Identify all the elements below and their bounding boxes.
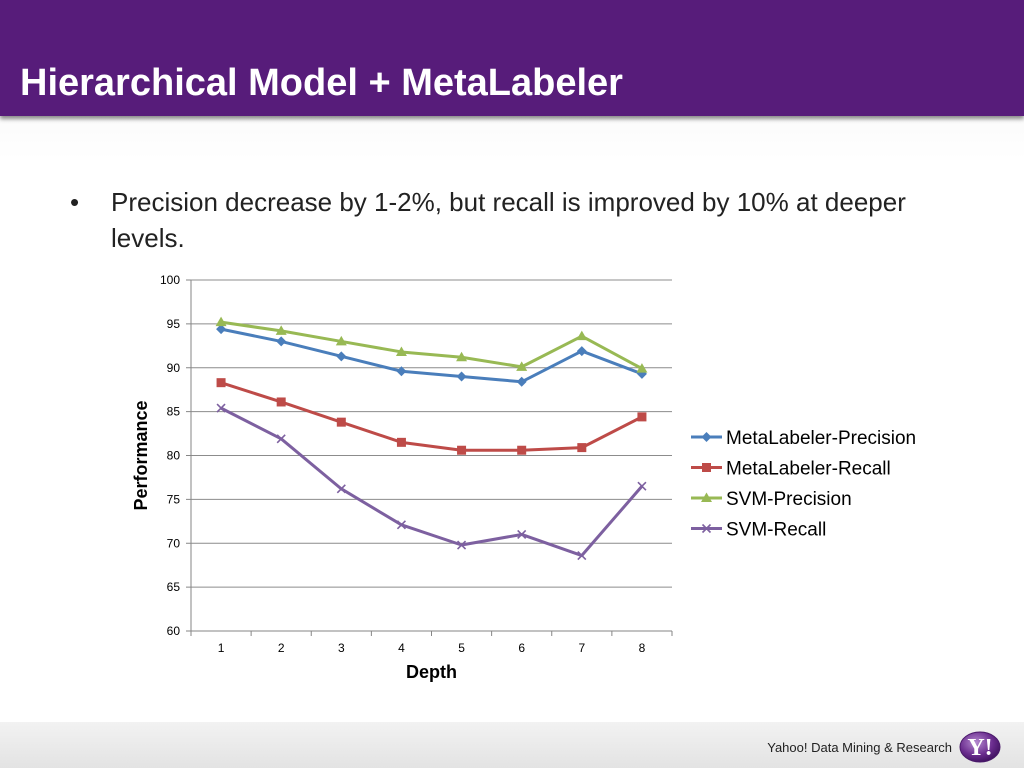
y-tick-label: 95 <box>167 317 181 331</box>
slide-title: Hierarchical Model + MetaLabeler <box>20 62 623 104</box>
x-tick-label: 1 <box>218 641 225 655</box>
footer-band <box>0 722 1024 768</box>
data-point-svm-precision <box>275 325 287 335</box>
footer-text: Yahoo! Data Mining & Research <box>767 740 952 755</box>
data-point-metalabeler-precision <box>336 351 347 362</box>
legend-label-metalabeler-recall: MetaLabeler-Recall <box>726 459 891 480</box>
data-point-metalabeler-precision <box>396 366 407 377</box>
data-point-svm-precision <box>395 346 407 356</box>
data-point-svm-recall <box>456 540 467 550</box>
data-point-svm-recall <box>517 529 527 540</box>
y-tick-label: 85 <box>167 405 181 419</box>
data-point-svm-recall <box>577 550 587 561</box>
data-point-svm-recall <box>276 434 286 444</box>
data-point-svm-precision <box>516 361 528 371</box>
x-tick-label: 8 <box>639 641 646 655</box>
data-point-svm-recall <box>216 403 226 413</box>
data-point-metalabeler-recall <box>517 445 527 455</box>
data-point-metalabeler-recall <box>637 412 647 422</box>
legend-marker-svm-recall <box>701 523 712 534</box>
y-tick-label: 65 <box>167 580 181 594</box>
legend-marker-metalabeler-recall <box>702 463 711 472</box>
data-point-metalabeler-precision <box>456 371 467 382</box>
data-point-metalabeler-recall <box>396 437 406 447</box>
yahoo-logo-icon: Y! <box>959 731 1001 763</box>
legend-marker-svm-precision <box>701 492 712 502</box>
data-point-metalabeler-precision <box>576 346 587 357</box>
data-point-svm-precision <box>215 316 227 327</box>
data-point-metalabeler-recall <box>457 445 467 455</box>
data-point-metalabeler-recall <box>216 378 226 388</box>
legend-label-metalabeler-precision: MetaLabeler-Precision <box>726 428 916 449</box>
y-tick-label: 75 <box>167 492 181 506</box>
data-point-metalabeler-recall <box>577 443 587 453</box>
data-point-metalabeler-recall <box>336 417 346 427</box>
legend-label-svm-precision: SVM-Precision <box>726 489 852 510</box>
x-tick-label: 4 <box>398 641 405 655</box>
data-point-metalabeler-recall <box>276 397 286 407</box>
y-tick-label: 100 <box>160 273 180 287</box>
data-point-metalabeler-precision <box>216 324 227 335</box>
series-line-metalabeler-precision <box>220 327 643 384</box>
x-tick-label: 2 <box>278 641 285 655</box>
x-tick-label: 6 <box>518 641 525 655</box>
legend-marker-metalabeler-precision <box>701 432 712 442</box>
line-chart: 60 65 70 75 80 85 90 95 100 1 2 3 4 5 6 7 8 Depth Performa… <box>131 273 916 682</box>
bullet-glyph: • <box>70 187 80 217</box>
series-line-svm-recall <box>220 406 644 558</box>
series-line-svm-precision <box>220 320 643 370</box>
data-point-svm-precision <box>576 330 588 341</box>
x-tick-label: 5 <box>458 641 465 655</box>
data-point-svm-recall <box>336 484 346 494</box>
data-point-metalabeler-precision <box>516 376 527 387</box>
data-point-svm-precision <box>636 363 648 373</box>
x-tick-label: 7 <box>578 641 585 655</box>
x-tick-label: 3 <box>338 641 345 655</box>
data-point-metalabeler-precision <box>276 336 287 347</box>
y-tick-label: 60 <box>167 624 181 638</box>
data-point-svm-precision <box>335 335 347 346</box>
data-point-svm-recall <box>637 481 647 491</box>
bullet-text: Precision decrease by 1-2%, but recall i… <box>111 187 906 253</box>
data-point-svm-recall <box>396 520 407 530</box>
yahoo-logo-text: Y! <box>967 735 992 761</box>
title-bar: Hierarchical Model + MetaLabeler <box>0 0 1024 116</box>
x-axis-title: Depth <box>406 662 457 682</box>
series-line-metalabeler-recall <box>220 381 643 452</box>
legend-label-svm-recall: SVM-Recall <box>726 520 826 541</box>
y-tick-label: 80 <box>167 449 181 463</box>
y-axis-title: Performance <box>131 400 151 510</box>
y-tick-label: 70 <box>167 536 181 550</box>
data-point-svm-precision <box>456 351 468 362</box>
y-tick-label: 90 <box>167 361 181 375</box>
